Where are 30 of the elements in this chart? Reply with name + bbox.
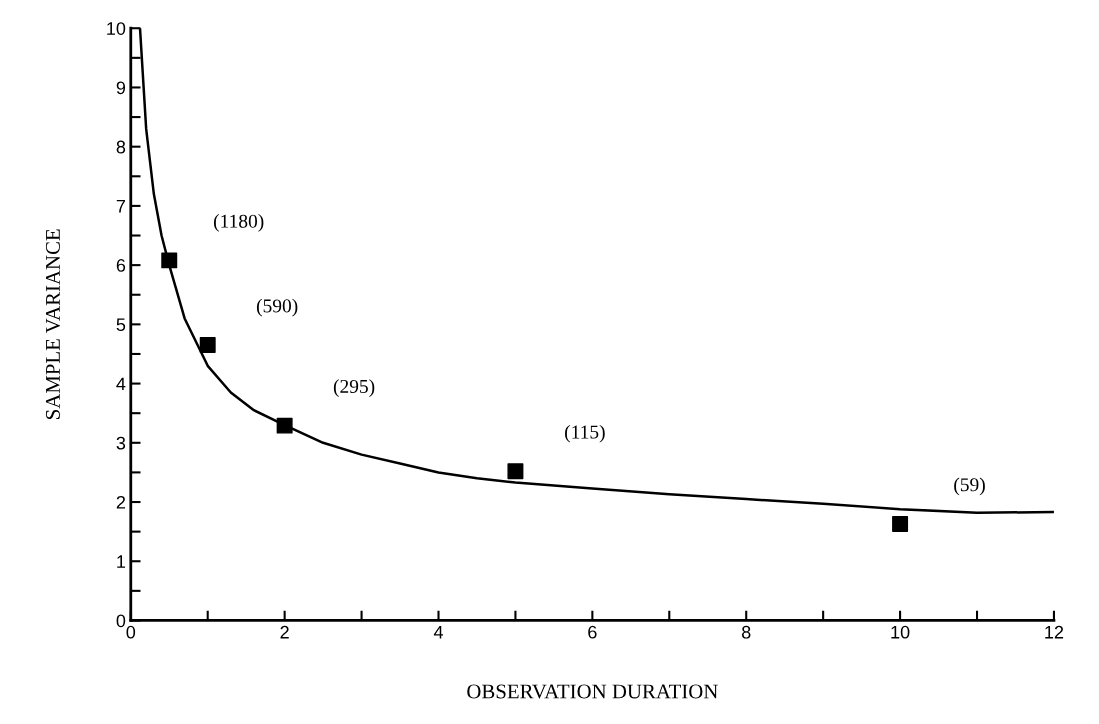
x-tick-label: 10 — [891, 625, 910, 639]
y-tick-label: 6 — [116, 259, 126, 272]
y-tick-label: 1 — [117, 555, 126, 568]
point — [507, 463, 524, 480]
y-tick-label: 7 — [116, 200, 126, 213]
y-tick-label: 8 — [116, 140, 126, 154]
x-tick-label: 6 — [588, 625, 597, 639]
annotation: (590) — [256, 298, 298, 317]
y-tick-label: 3 — [116, 436, 126, 450]
point — [161, 252, 178, 269]
annotation: (1180) — [213, 214, 264, 232]
point — [276, 417, 293, 434]
y-tick-label: 2 — [116, 495, 126, 509]
x-axis-title: OBSERVATION DURATION — [467, 684, 718, 699]
x-tick-label: 8 — [741, 625, 751, 639]
y-tick-label: 9 — [116, 81, 126, 95]
y-tick-label: 5 — [116, 318, 126, 332]
point — [199, 337, 216, 354]
x-tick-label: 4 — [433, 625, 443, 639]
x-tick-label: 2 — [280, 625, 289, 639]
annotation: (295) — [333, 379, 375, 397]
annotation: (115) — [565, 424, 605, 443]
y-tick-label: 0 — [116, 614, 126, 628]
y-tick-label: 10 — [107, 22, 126, 35]
annotation: (59) — [954, 477, 985, 496]
x-tick-label: 12 — [1045, 625, 1064, 639]
y-tick-label: 4 — [116, 377, 126, 391]
point — [892, 515, 909, 532]
y-axis-title: SAMPLE VARIANCE — [45, 229, 61, 419]
x-tick-label: 0 — [126, 625, 136, 639]
